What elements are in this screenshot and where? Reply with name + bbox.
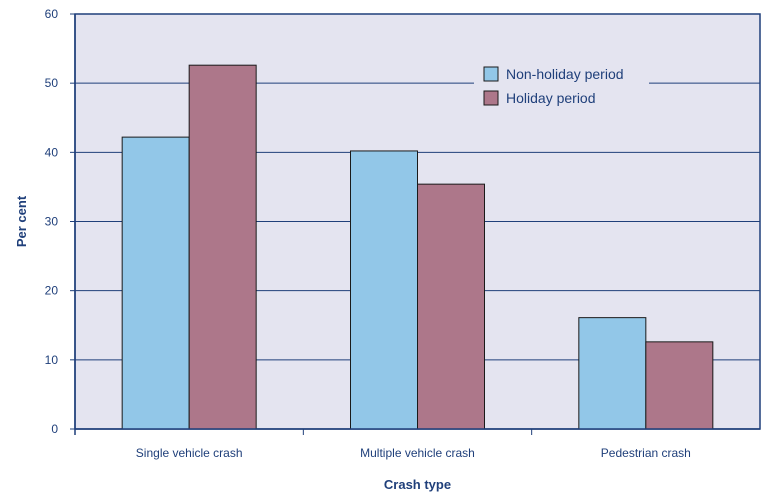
y-tick-label: 20 <box>45 284 59 298</box>
y-tick-label: 40 <box>45 145 59 159</box>
legend-swatch <box>483 90 499 106</box>
legend-label: Non-holiday period <box>506 66 624 82</box>
bars <box>121 64 714 430</box>
bar-holiday-2 <box>417 183 485 430</box>
y-tick-label: 50 <box>45 76 59 90</box>
y-tick-label: 0 <box>51 422 58 436</box>
bar-non-holiday-1 <box>121 136 190 430</box>
legend-box <box>474 57 649 114</box>
y-tick-label: 10 <box>45 353 59 367</box>
bar-non-holiday-2 <box>350 150 418 430</box>
x-tick-label: Pedestrian crash <box>601 446 691 460</box>
bar-non-holiday-3 <box>578 317 647 430</box>
y-tick-label: 30 <box>45 215 59 229</box>
x-tick-label: Single vehicle crash <box>136 446 243 460</box>
x-axis-title: Crash type <box>384 477 451 492</box>
axes: 0 10 20 30 40 50 60 Single vehicle crash Multipl… <box>45 7 760 460</box>
y-tick-label: 60 <box>45 7 59 21</box>
x-tick-label: Multiple vehicle crash <box>360 446 475 460</box>
legend-swatch <box>483 66 499 82</box>
bar-holiday-3 <box>645 341 714 430</box>
bar-holiday-1 <box>188 64 257 430</box>
legend-label: Holiday period <box>506 90 596 106</box>
legend: Non-holiday period Holiday period <box>474 57 649 114</box>
y-axis-title: Per cent <box>14 195 29 247</box>
